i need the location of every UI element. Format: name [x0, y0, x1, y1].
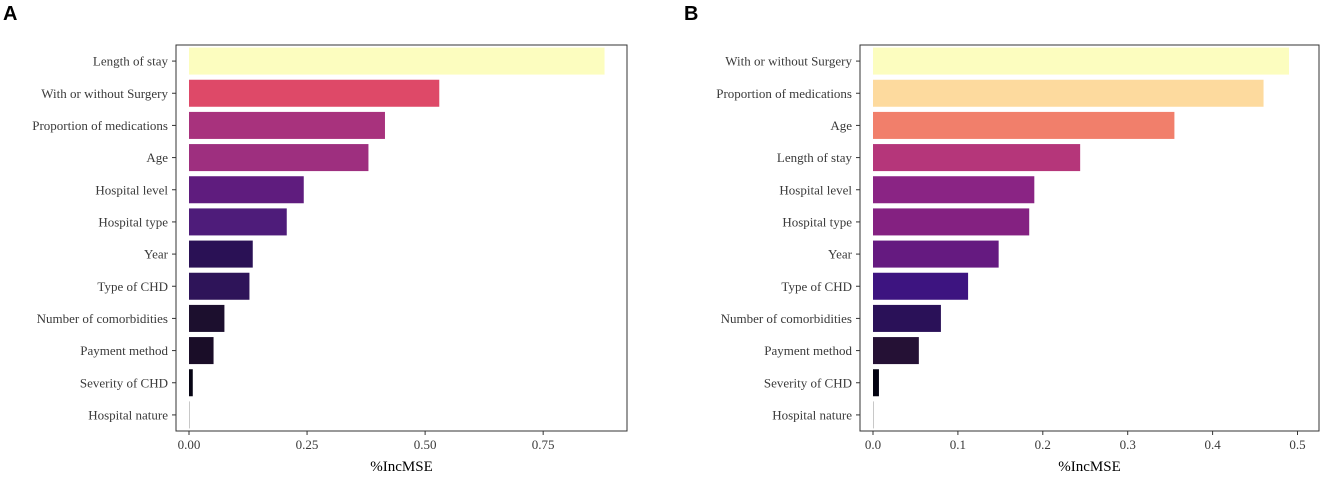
x-tick-label: 0.25: [296, 437, 319, 452]
bar: [873, 401, 874, 429]
category-label: Length of stay: [93, 54, 169, 69]
bar: [873, 79, 1264, 107]
bar: [873, 304, 941, 332]
category-label: Payment method: [80, 343, 168, 358]
category-label: Hospital level: [95, 182, 168, 197]
category-label: Type of CHD: [97, 279, 168, 294]
bar: [873, 337, 919, 365]
plot-border: [859, 44, 1320, 432]
category-label: Length of stay: [777, 150, 853, 165]
bar: [873, 47, 1290, 75]
category-label: Age: [830, 118, 852, 133]
category-label: Number of comorbidities: [721, 311, 852, 326]
x-tick-label: 0.00: [178, 437, 201, 452]
bar: [189, 144, 369, 172]
category-label: Age: [146, 150, 168, 165]
bar: [189, 337, 214, 365]
x-tick-label: 0.50: [414, 437, 437, 452]
bar: [873, 144, 1081, 172]
bar: [873, 240, 999, 268]
bar: [189, 369, 193, 397]
chart-panel-a: Length of stay With or without Surgery Pro…: [32, 44, 628, 475]
bar: [189, 401, 190, 429]
category-label: Hospital type: [98, 214, 168, 229]
category-label: Number of comorbidities: [37, 311, 168, 326]
bar: [873, 208, 1030, 236]
bar: [873, 272, 969, 300]
x-tick-label: 0.2: [1035, 437, 1051, 452]
category-label: Type of CHD: [781, 279, 852, 294]
bar: [189, 272, 250, 300]
category-label: Severity of CHD: [80, 375, 168, 390]
bar: [873, 111, 1175, 139]
panel-label-b: B: [684, 3, 698, 25]
category-label: Year: [144, 247, 169, 262]
plot-border: [175, 44, 628, 432]
bar: [189, 79, 440, 107]
bar: [189, 208, 287, 236]
category-label: Payment method: [764, 343, 852, 358]
chart-panel-b: With or without Surgery Proportion of med…: [716, 44, 1320, 475]
category-label: With or without Surgery: [725, 54, 852, 69]
category-label: Severity of CHD: [764, 375, 852, 390]
category-label: Hospital nature: [88, 407, 168, 422]
x-axis-title: %IncMSE: [1058, 459, 1121, 475]
bar: [189, 240, 253, 268]
category-label: Year: [828, 247, 853, 262]
x-tick-label: 0.4: [1204, 437, 1221, 452]
category-label: Hospital nature: [772, 407, 852, 422]
bar: [873, 176, 1035, 204]
x-tick-label: 0.0: [865, 437, 881, 452]
x-tick-label: 0.1: [950, 437, 966, 452]
x-tick-label: 0.75: [532, 437, 555, 452]
category-label: Hospital level: [779, 182, 852, 197]
category-label: Proportion of medications: [716, 86, 852, 101]
category-label: With or without Surgery: [41, 86, 168, 101]
bar: [189, 111, 385, 139]
bar: [189, 304, 225, 332]
x-tick-label: 0.3: [1120, 437, 1136, 452]
bar: [189, 176, 304, 204]
bar: [189, 47, 605, 75]
x-axis-title: %IncMSE: [370, 459, 433, 475]
panel-label-a: A: [3, 3, 17, 25]
category-label: Proportion of medications: [32, 118, 168, 133]
x-tick-label: 0.5: [1289, 437, 1305, 452]
category-label: Hospital type: [782, 214, 852, 229]
bar: [873, 369, 879, 397]
